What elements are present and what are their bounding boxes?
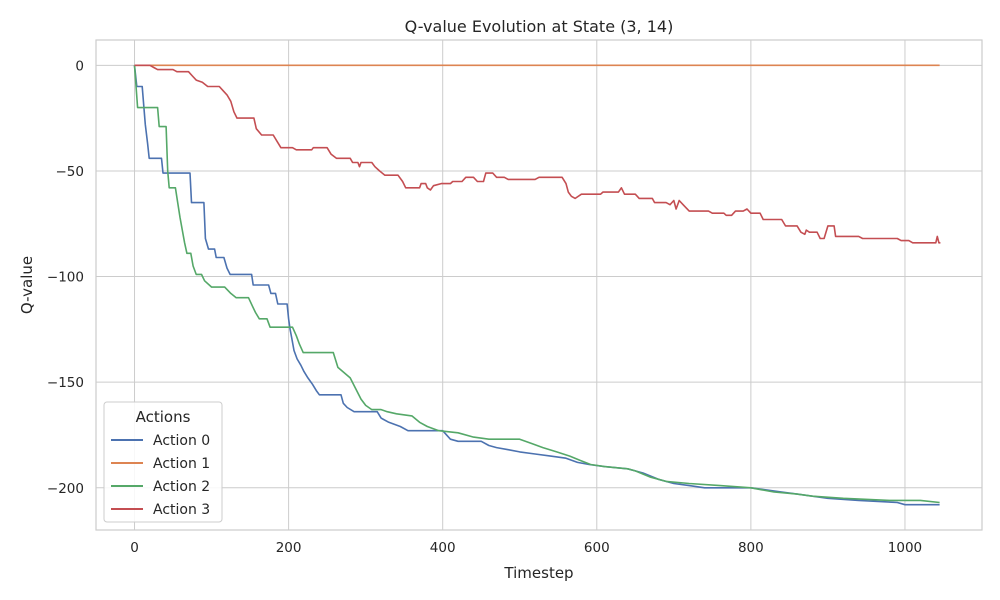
x-tick-label: 200 [276, 540, 302, 556]
series-layer [133, 64, 941, 506]
y-tick-label: −150 [47, 375, 84, 391]
series-line-action-3 [134, 64, 941, 244]
legend-items: Action 0 Action 1 Action 2 Action 3 [111, 433, 210, 518]
grid [96, 40, 982, 530]
series-line-action-2 [133, 65, 940, 504]
chart-title: Q-value Evolution at State (3, 14) [405, 17, 674, 36]
y-tick-label: −200 [47, 481, 84, 497]
x-axis-label: Timestep [503, 564, 573, 582]
y-axis-label: Q-value [18, 256, 36, 314]
legend-label-action-3: Action 3 [153, 502, 210, 518]
y-tick-label: 0 [75, 58, 84, 74]
x-tick-label: 1000 [888, 540, 922, 556]
legend-title: Actions [136, 408, 191, 426]
legend-label-action-1: Action 1 [153, 456, 210, 472]
y-tick-label: −100 [47, 270, 84, 286]
series-line-action-0 [133, 65, 940, 506]
y-tick-label: −50 [56, 164, 85, 180]
x-tick-label: 600 [584, 540, 610, 556]
x-tick-label: 800 [738, 540, 764, 556]
legend-label-action-2: Action 2 [153, 479, 210, 495]
x-tick-label: 0 [130, 540, 139, 556]
x-tick-label: 400 [430, 540, 456, 556]
y-axis-ticks: 0 −50 −100 −150 −200 [47, 58, 84, 496]
legend: Actions Action 0 Action 1 Action 2 Action 3 [103, 401, 223, 523]
legend-box [103, 401, 223, 523]
x-axis-ticks: 0 200 400 600 800 1000 [130, 540, 922, 556]
legend-label-action-0: Action 0 [153, 433, 210, 449]
plot-frame [95, 39, 983, 531]
